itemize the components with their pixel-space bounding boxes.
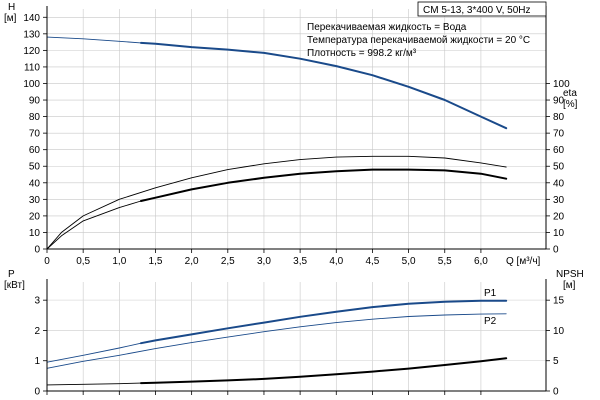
right-tick-label: 90	[553, 96, 565, 107]
x-tick-label: 3,0	[257, 256, 271, 267]
x-axis-label: Q [м³/ч]	[506, 256, 541, 267]
series-line	[46, 382, 142, 386]
bottom-right-axis-label: NPSH	[556, 269, 584, 280]
series-line-p1	[140, 299, 508, 345]
chart-title: CM 5-13, 3*400 V, 50Hz	[423, 5, 530, 16]
top-panel: 0 10 20 30 40 50 60 70 80 90 100 110 120 130 140 0 10 20 3…	[4, 1, 578, 267]
right-tick-label: 5	[553, 356, 559, 367]
left-tick-label: 50	[29, 162, 41, 173]
left-tick-label: 100	[23, 79, 40, 90]
bottom-series	[46, 299, 508, 386]
bottom-axes	[43, 279, 550, 395]
left-tick-label: 120	[23, 46, 40, 57]
left-tick-label: 130	[23, 29, 40, 40]
series-line	[140, 168, 508, 202]
left-tick-label: 140	[23, 13, 40, 24]
note-liquid: Перекачиваемая жидкость = Вода	[307, 22, 467, 33]
bottom-right-axis-unit: [м]	[563, 280, 576, 291]
x-tick-label: 5,0	[402, 256, 416, 267]
left-tick-label: 30	[29, 195, 41, 206]
legend-p2: P2	[484, 316, 497, 327]
title-box	[417, 1, 547, 17]
right-tick-label: 10	[553, 228, 565, 239]
x-tick-label: 5,5	[438, 256, 452, 267]
left-tick-label: 70	[29, 129, 41, 140]
left-tick-label: 1	[34, 356, 40, 367]
note-density: Плотность = 998.2 кг/м³	[307, 48, 417, 59]
series-line	[46, 155, 507, 250]
left-tick-label: 0	[34, 387, 40, 398]
bottom-left-axis-label: P	[8, 269, 15, 280]
x-tick-label: 1,5	[149, 256, 163, 267]
bottom-left-axis-unit: [кВт]	[4, 280, 25, 291]
top-tick-labels: 0 10 20 30 40 50 60 70 80 90 100 110 120 130 140 0 10 20 3…	[23, 13, 570, 267]
x-tick-label: 1,0	[112, 256, 126, 267]
right-tick-label: 80	[553, 112, 565, 123]
x-tick-label: 6,0	[474, 256, 488, 267]
right-tick-label: 60	[553, 145, 565, 156]
top-series	[46, 36, 508, 250]
bottom-grid	[47, 282, 546, 391]
series-line	[46, 200, 142, 250]
right-tick-label: 0	[553, 387, 559, 398]
note-temperature: Температура перекачиваемой жидкости = 20…	[307, 35, 530, 46]
series-line	[46, 342, 142, 363]
top-right-axis-unit: [%]	[563, 99, 578, 110]
left-tick-label: 40	[29, 178, 41, 189]
left-tick-label: 10	[29, 228, 41, 239]
right-tick-label: 70	[553, 129, 565, 140]
left-tick-label: 3	[34, 296, 40, 307]
left-tick-label: 2	[34, 326, 40, 337]
left-tick-label: 60	[29, 145, 41, 156]
right-tick-label: 30	[553, 195, 565, 206]
right-tick-label: 100	[553, 79, 570, 90]
left-tick-label: 90	[29, 96, 41, 107]
top-right-axis-label: eta	[563, 88, 577, 99]
right-tick-label: 0	[553, 245, 559, 256]
right-tick-label: 15	[553, 296, 565, 307]
x-tick-label: 3,5	[293, 256, 307, 267]
left-tick-label: 0	[34, 245, 40, 256]
top-grid	[47, 9, 546, 249]
right-tick-label: 20	[553, 211, 565, 222]
series-line	[140, 357, 508, 385]
top-axes	[43, 6, 550, 253]
x-tick-label: 4,0	[329, 256, 343, 267]
x-tick-label: 0,5	[76, 256, 90, 267]
legend-p1: P1	[484, 288, 497, 299]
x-tick-label: 2,5	[221, 256, 235, 267]
right-tick-label: 50	[553, 162, 565, 173]
left-tick-label: 20	[29, 211, 41, 222]
x-tick-label: 4,5	[365, 256, 379, 267]
bottom-panel: 0 1 2 3 0 5 10 15 P [кВт] NPSH [м] P1 P2	[4, 269, 584, 398]
left-tick-label: 80	[29, 112, 41, 123]
series-line	[46, 36, 142, 44]
x-tick-label: 0	[44, 256, 50, 267]
series-line-p2	[46, 313, 507, 369]
left-tick-label: 110	[24, 62, 40, 73]
right-tick-label: 40	[553, 178, 565, 189]
top-left-axis-unit: [м]	[4, 13, 17, 24]
series-line	[140, 41, 508, 130]
top-left-axis-label: H	[8, 2, 15, 13]
bottom-tick-labels: 0 1 2 3 0 5 10 15	[34, 296, 564, 398]
right-tick-label: 10	[553, 326, 565, 337]
x-tick-label: 2,0	[185, 256, 199, 267]
